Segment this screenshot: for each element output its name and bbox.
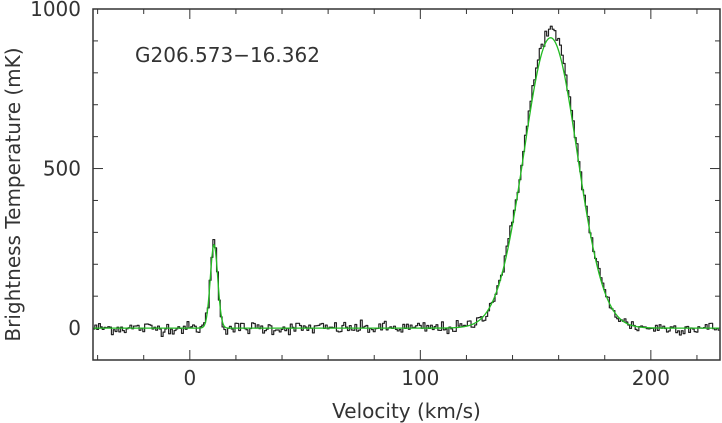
source-annotation: G206.573−16.362	[135, 43, 320, 67]
plot-frame	[92, 8, 721, 361]
x-axis-title: Velocity (km/s)	[332, 399, 481, 423]
y-tick-label: 1000	[30, 0, 81, 21]
x-tick-label: 0	[183, 366, 196, 390]
x-tick-label: 200	[632, 366, 670, 390]
gaussian-fit-line	[93, 37, 720, 329]
y-axis-title: Brightness Temperature (mK)	[1, 47, 25, 341]
y-tick-label: 0	[68, 316, 81, 340]
series-layer	[93, 25, 720, 338]
observed-spectrum-line	[93, 25, 720, 338]
ticks-layer: 0 100 200 0 500 1000	[30, 0, 720, 390]
x-tick-label: 100	[401, 366, 439, 390]
y-tick-label: 500	[43, 157, 81, 181]
